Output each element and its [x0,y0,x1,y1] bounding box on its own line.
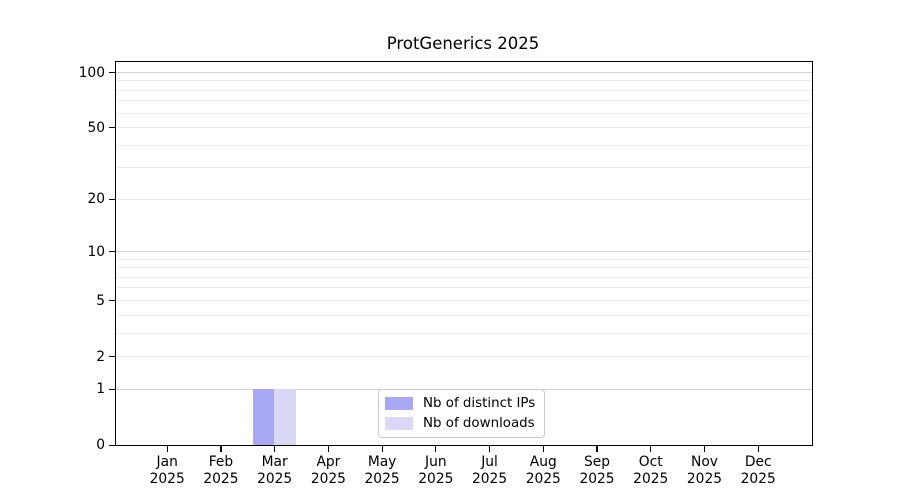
x-tick-label-month: Sep [584,454,611,471]
x-tick-label: May 2025 [347,454,417,488]
gridline-major [116,71,812,73]
x-tick-label-year: 2025 [418,471,454,488]
y-tick [109,198,115,201]
y-tick-label: 50 [87,119,105,136]
y-tick-label: 10 [87,243,105,260]
x-tick-label-month: Jan [156,454,178,471]
gridline-minor [116,287,812,289]
x-tick-label-year: 2025 [472,471,508,488]
x-tick [542,446,544,453]
x-tick-label: Apr 2025 [293,454,363,488]
y-tick [109,127,115,129]
y-tick [109,355,115,358]
x-tick-label-month: Feb [208,454,234,471]
legend-swatch-downloads [385,417,413,430]
y-tick [109,251,115,253]
x-tick [488,446,491,453]
x-tick-label-year: 2025 [310,471,346,488]
x-tick [650,446,652,453]
plot-area [115,61,813,446]
legend-label-distinct-ips: Nb of distinct IPs [423,396,536,411]
bar-nb-of-distinct-ips-mar-2025 [252,389,275,445]
x-tick [381,446,383,453]
legend-item-downloads: Nb of downloads [385,415,538,432]
y-tick-label: 2 [96,348,105,365]
x-tick-label-year: 2025 [257,471,293,488]
x-tick-label-year: 2025 [364,471,400,488]
gridline-minor [116,112,812,114]
x-tick-label: Jan 2025 [132,454,202,488]
x-tick-label-month: Oct [638,454,663,471]
gridline-minor [116,267,812,269]
gridline-minor [116,167,812,169]
gridline-minor [116,100,812,102]
x-tick [703,446,706,453]
gridline-minor [116,80,812,82]
gridline-minor [116,276,812,278]
x-tick-label-year: 2025 [149,471,185,488]
x-tick-label-month: Dec [744,454,772,471]
x-tick-label-year: 2025 [686,471,723,488]
x-tick [166,446,168,453]
x-tick-label-month: Aug [529,454,557,471]
y-tick-label: 100 [78,64,105,81]
gridline-minor [116,89,812,91]
x-tick [220,446,222,453]
x-tick-label-year: 2025 [633,471,669,488]
x-tick [757,446,759,453]
x-tick-label-month: Apr [316,454,341,471]
x-tick-label-month: Jun [425,454,447,471]
gridline-minor [116,127,812,129]
x-tick [596,446,598,453]
gridline-minor [116,198,812,200]
x-tick-label: Aug 2025 [508,454,578,488]
x-tick-label: Nov 2025 [669,454,739,488]
gridline-minor [116,144,812,146]
x-tick [274,446,276,453]
x-tick-label-month: Mar [261,454,288,471]
chart-title: ProtGenerics 2025 [386,34,540,53]
y-tick-label: 20 [87,191,105,208]
y-tick-label: 0 [96,437,105,454]
y-tick [109,444,115,446]
y-tick-label: 5 [96,292,105,309]
legend-label-downloads: Nb of downloads [423,416,535,431]
x-tick-label-month: May [367,454,397,471]
x-tick-label-month: Jul [481,454,498,471]
x-tick-label-year: 2025 [579,471,615,488]
x-tick-label: Dec 2025 [723,454,793,488]
bar-nb-of-downloads-mar-2025 [274,389,296,445]
legend-item-distinct-ips: Nb of distinct IPs [385,395,538,412]
legend-swatch-distinct-ips [385,397,413,410]
x-tick-label-year: 2025 [525,471,561,488]
gridline-major [116,250,812,252]
x-tick [327,446,329,453]
gridline-minor [116,258,812,260]
x-tick-label-month: Nov [691,454,718,471]
y-tick [109,388,115,390]
gridline-minor [116,314,812,316]
x-tick-label: Mar 2025 [240,454,310,488]
x-tick-label: Jul 2025 [455,454,525,488]
x-tick-label: Oct 2025 [616,454,686,488]
gridline-minor [116,299,812,301]
x-tick-label: Feb 2025 [186,454,256,488]
gridline-minor [116,355,812,357]
y-tick-label: 1 [96,381,105,398]
y-tick [109,72,115,74]
legend: Nb of distinct IPs Nb of downloads [378,389,545,438]
x-tick-label: Jun 2025 [401,454,471,488]
x-tick [435,446,437,453]
gridline-minor [116,332,812,334]
x-tick-label: Sep 2025 [562,454,632,488]
x-tick-label-year: 2025 [203,471,239,488]
x-tick-label-year: 2025 [740,471,776,488]
y-tick [109,299,115,302]
